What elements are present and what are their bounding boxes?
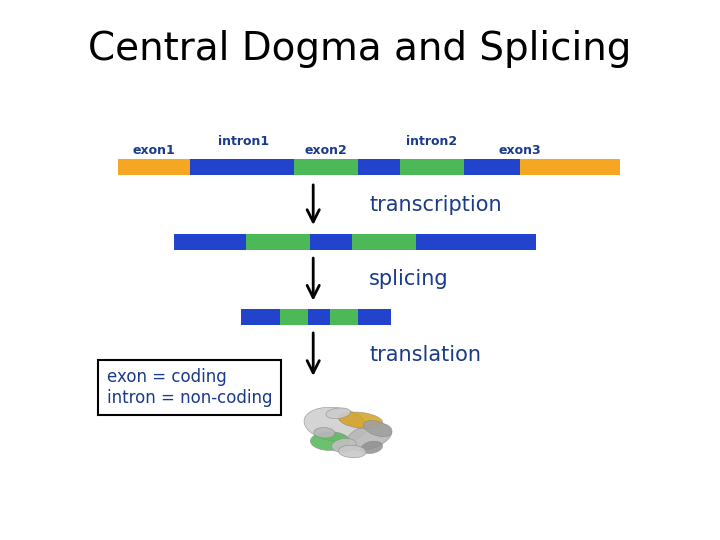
Bar [330, 309, 358, 325]
Ellipse shape [361, 441, 382, 454]
Bar [190, 159, 294, 175]
Bar [307, 309, 330, 325]
Bar [352, 234, 416, 250]
Bar [294, 159, 358, 175]
Text: splicing: splicing [369, 269, 449, 289]
Bar [520, 159, 620, 175]
Ellipse shape [326, 408, 351, 418]
Bar [400, 159, 464, 175]
Bar [174, 234, 246, 250]
Bar [246, 234, 310, 250]
Text: exon1: exon1 [132, 144, 176, 157]
Ellipse shape [304, 407, 367, 442]
Ellipse shape [310, 432, 349, 450]
Ellipse shape [338, 412, 383, 429]
Text: exon = coding
intron = non-coding: exon = coding intron = non-coding [107, 368, 272, 407]
Ellipse shape [314, 428, 335, 438]
Ellipse shape [331, 438, 356, 452]
Text: intron1: intron1 [218, 135, 269, 148]
Ellipse shape [338, 445, 366, 458]
Bar [464, 159, 520, 175]
Text: transcription: transcription [369, 195, 502, 215]
Text: exon2: exon2 [304, 144, 347, 157]
Bar [416, 234, 536, 250]
Ellipse shape [346, 423, 392, 450]
Bar [310, 234, 352, 250]
Bar [118, 159, 190, 175]
Bar [358, 309, 392, 325]
Text: translation: translation [369, 345, 481, 364]
Text: exon3: exon3 [498, 144, 541, 157]
Ellipse shape [364, 421, 392, 437]
Text: intron2: intron2 [406, 135, 457, 148]
Bar [240, 309, 280, 325]
Bar [358, 159, 400, 175]
Bar [280, 309, 307, 325]
Text: Central Dogma and Splicing: Central Dogma and Splicing [89, 30, 631, 68]
